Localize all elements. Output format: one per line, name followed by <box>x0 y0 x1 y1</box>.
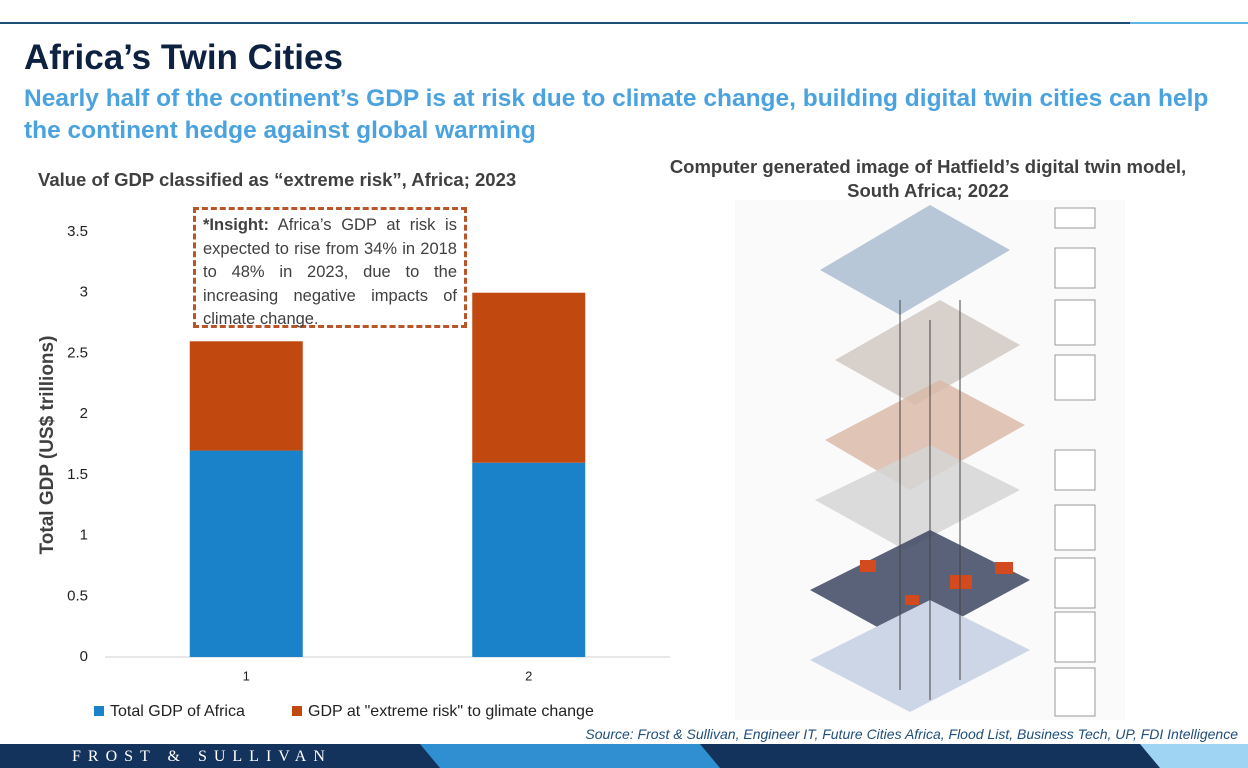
footer-band <box>1140 744 1248 768</box>
image-title: Computer generated image of Hatfield’s d… <box>669 156 1187 201</box>
brand: FROST & SULLIVAN <box>72 748 332 765</box>
image-layer <box>810 600 1030 712</box>
insight-box: *Insight: Africa’s GDP at risk is expect… <box>193 207 467 328</box>
y-tick-label: 0 <box>80 648 88 665</box>
bar-segment <box>189 341 303 451</box>
bar-segment <box>472 462 586 657</box>
insight-text: Africa’s GDP at risk is expected to rise… <box>203 216 457 328</box>
bar-segment <box>189 450 303 657</box>
insight-label: *Insight: <box>203 216 269 234</box>
image-layer <box>835 300 1020 405</box>
y-axis-label: Total GDP (US$ trillions) <box>37 336 58 555</box>
source: Source: Frost & Sullivan, Engineer IT, F… <box>585 726 1238 742</box>
y-tick-label: 3.5 <box>67 223 88 240</box>
title: Africa’s Twin Cities <box>24 38 343 77</box>
image-layer <box>820 205 1010 315</box>
image-layer <box>810 530 1030 645</box>
subtitle: Nearly half of the continent’s GDP is at… <box>24 85 1209 144</box>
chart-title: Value of GDP classified as “extreme risk… <box>38 169 517 190</box>
twin-city-image <box>735 200 1125 720</box>
bar-segment <box>472 292 586 463</box>
legend-swatch <box>292 706 302 716</box>
y-tick-label: 2.5 <box>67 344 88 361</box>
legend-swatch <box>94 706 104 716</box>
image-layer <box>825 380 1025 490</box>
footer-band <box>420 744 720 768</box>
legend-label: Total GDP of Africa <box>110 703 245 720</box>
image-block <box>950 575 972 589</box>
y-tick-label: 3 <box>80 284 88 301</box>
image-layer <box>815 445 1020 550</box>
x-tick-label: 1 <box>243 668 250 683</box>
y-tick-label: 0.5 <box>67 587 88 604</box>
y-tick-label: 1.5 <box>67 466 88 483</box>
image-block <box>905 595 919 605</box>
y-tick-label: 2 <box>80 405 88 422</box>
image-block <box>860 560 876 572</box>
x-tick-label: 2 <box>525 668 532 683</box>
image-block <box>995 562 1013 574</box>
legend-label: GDP at "extreme risk" to glimate change <box>308 703 594 720</box>
y-tick-label: 1 <box>80 527 88 544</box>
image-maps <box>1054 207 1096 717</box>
